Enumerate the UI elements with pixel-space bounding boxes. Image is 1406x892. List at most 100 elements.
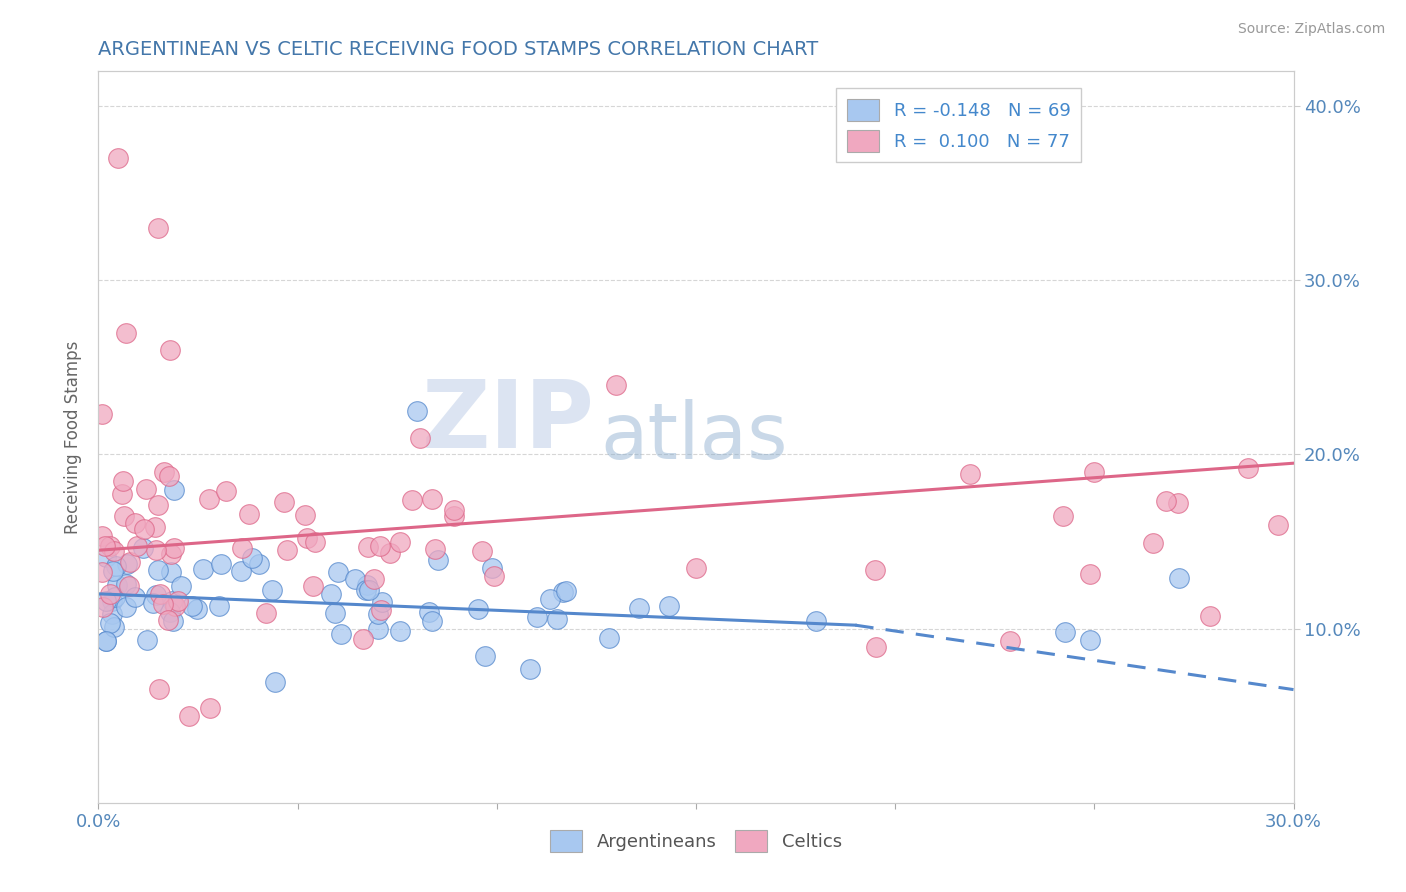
Point [380, 546, 402, 560]
Point [96, 633, 118, 648]
Point [401, 493, 423, 508]
Point [238, 508, 260, 522]
Point [115, 600, 138, 615]
Point [389, 624, 412, 639]
Point [627, 600, 650, 615]
Point [425, 542, 447, 557]
Point [658, 599, 681, 613]
Point [112, 509, 135, 524]
Point [806, 614, 828, 628]
Point [152, 597, 174, 611]
Point [103, 620, 125, 634]
Point [368, 539, 391, 553]
Point [148, 221, 170, 235]
Point [304, 535, 326, 549]
Point [1052, 508, 1074, 523]
Point [240, 550, 263, 565]
Point [163, 599, 186, 613]
Point [101, 593, 124, 607]
Point [959, 467, 981, 481]
Point [863, 563, 886, 577]
Point [321, 587, 343, 601]
Point [538, 591, 561, 606]
Point [356, 578, 378, 592]
Point [136, 632, 159, 647]
Point [101, 607, 124, 621]
Point [598, 632, 620, 646]
Point [135, 482, 157, 496]
Point [170, 579, 193, 593]
Point [418, 605, 440, 619]
Point [111, 487, 134, 501]
Legend: Argentineans, Celtics: Argentineans, Celtics [543, 823, 849, 860]
Point [546, 612, 568, 626]
Point [91, 529, 114, 543]
Point [146, 563, 169, 577]
Point [160, 565, 183, 579]
Point [163, 483, 186, 497]
Point [160, 594, 183, 608]
Point [254, 606, 277, 620]
Point [1154, 493, 1177, 508]
Point [103, 544, 125, 558]
Point [145, 543, 167, 558]
Point [162, 614, 184, 628]
Point [427, 552, 450, 566]
Point [91, 565, 114, 579]
Point [112, 475, 135, 489]
Point [120, 555, 142, 569]
Point [329, 627, 352, 641]
Point [209, 558, 232, 572]
Point [685, 560, 707, 574]
Point [163, 541, 186, 555]
Point [96, 634, 118, 648]
Point [107, 152, 129, 166]
Point [100, 615, 122, 630]
Point [157, 469, 180, 483]
Point [1267, 517, 1289, 532]
Point [1000, 634, 1022, 648]
Point [103, 590, 125, 604]
Point [555, 584, 578, 599]
Point [198, 700, 221, 714]
Point [179, 708, 201, 723]
Point [132, 522, 155, 536]
Point [352, 632, 374, 646]
Point [273, 495, 295, 509]
Point [198, 492, 221, 507]
Point [553, 584, 575, 599]
Text: ZIP: ZIP [422, 376, 595, 468]
Point [370, 603, 392, 617]
Point [143, 520, 166, 534]
Point [215, 483, 238, 498]
Point [467, 602, 489, 616]
Point [357, 583, 380, 598]
Point [117, 557, 139, 571]
Point [357, 540, 380, 554]
Point [193, 561, 215, 575]
Point [115, 326, 138, 340]
Point [443, 508, 465, 523]
Point [149, 587, 172, 601]
Point [865, 640, 887, 654]
Point [124, 590, 146, 604]
Point [208, 599, 231, 613]
Point [406, 404, 429, 418]
Point [420, 491, 443, 506]
Point [526, 610, 548, 624]
Point [1199, 609, 1222, 624]
Point [474, 649, 496, 664]
Text: ARGENTINEAN VS CELTIC RECEIVING FOOD STAMPS CORRELATION CHART: ARGENTINEAN VS CELTIC RECEIVING FOOD STA… [98, 39, 818, 59]
Point [481, 561, 503, 575]
Point [420, 614, 443, 628]
Point [1053, 625, 1076, 640]
Point [118, 579, 141, 593]
Point [145, 588, 167, 602]
Point [247, 557, 270, 571]
Point [388, 534, 411, 549]
Point [98, 587, 121, 601]
Y-axis label: Receiving Food Stamps: Receiving Food Stamps [65, 341, 83, 533]
Point [167, 594, 190, 608]
Point [1168, 571, 1191, 585]
Point [115, 577, 138, 591]
